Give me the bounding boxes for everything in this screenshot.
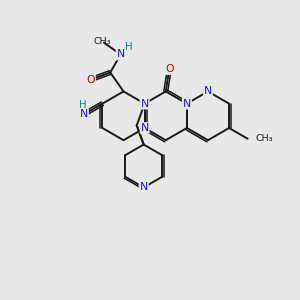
Text: N: N xyxy=(183,99,191,109)
Text: H: H xyxy=(79,100,87,110)
Text: O: O xyxy=(165,64,174,74)
Text: O: O xyxy=(86,75,95,85)
Text: N: N xyxy=(116,50,125,59)
Text: CH₃: CH₃ xyxy=(256,134,274,143)
Text: N: N xyxy=(80,110,88,119)
Text: H: H xyxy=(125,42,133,52)
Text: N: N xyxy=(140,182,148,192)
Text: N: N xyxy=(204,86,212,96)
Text: N: N xyxy=(140,123,149,133)
Text: N: N xyxy=(140,99,149,109)
Text: CH₃: CH₃ xyxy=(94,37,111,46)
